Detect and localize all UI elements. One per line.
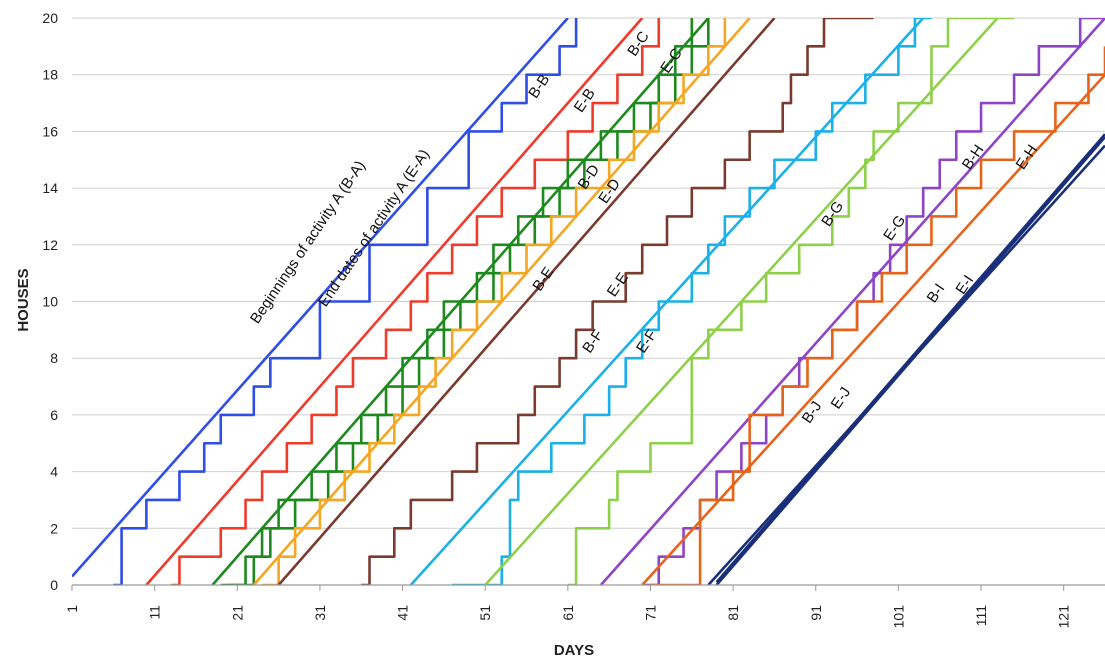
line-label-2: End dates of activity A (E-A)	[315, 146, 433, 310]
line-label-4: E-B	[571, 85, 599, 115]
line-label-12: E-F	[633, 327, 661, 357]
x-tick-label: 1	[64, 605, 80, 613]
y-tick-label: 4	[50, 464, 58, 480]
x-tick-label: 111	[973, 605, 989, 626]
series-line-15	[567, 18, 1015, 585]
line-label-15: B-H	[959, 142, 988, 173]
y-axis-title: HOUSES	[15, 268, 32, 331]
line-label-19: B-J	[799, 398, 826, 426]
series-line-16	[599, 18, 1105, 585]
y-tick-label: 2	[50, 520, 58, 536]
y-tick-label: 14	[42, 180, 58, 196]
line-label-9: B-E	[529, 264, 557, 294]
series-line-9	[262, 18, 727, 585]
y-tick-label: 18	[42, 67, 58, 83]
line-label-17: B-I	[924, 281, 949, 306]
y-tick-label: 10	[42, 294, 58, 310]
line-label-16: E-H	[1013, 142, 1042, 173]
x-tick-label: 61	[560, 605, 576, 621]
series-line-19	[650, 46, 1105, 585]
series-line-1	[72, 18, 569, 578]
x-tick-label: 51	[477, 605, 493, 621]
line-label-13: B-G	[818, 198, 847, 230]
x-tick-label: 101	[890, 605, 906, 629]
x-tick-label: 121	[1056, 605, 1072, 629]
series-line-3	[145, 18, 644, 585]
series-line-21	[715, 136, 1105, 585]
y-tick-label: 0	[50, 577, 58, 593]
x-tick-label: 31	[312, 605, 328, 621]
x-axis-title: DAYS	[554, 642, 594, 659]
series-line-10	[277, 18, 776, 585]
series-line-17	[642, 18, 1105, 585]
series-line-22	[715, 133, 1105, 584]
series-layer	[72, 18, 1105, 585]
series-line-11	[361, 18, 874, 585]
line-label-20: E-J	[828, 384, 855, 412]
line-label-18: E-I	[953, 272, 978, 297]
line-label-11: B-F	[579, 327, 607, 357]
series-line-2	[113, 18, 578, 585]
x-tick-label: 91	[808, 605, 824, 621]
series-line-13	[452, 18, 932, 585]
x-tick-label: 71	[642, 605, 658, 621]
annotation-layer: Beginnings of activity A (B-A)End dates …	[247, 28, 1041, 426]
y-tick-label: 12	[42, 237, 58, 253]
line-label-8: E-D	[595, 176, 624, 207]
series-line-7	[229, 18, 710, 585]
line-label-14: E-G	[880, 212, 909, 244]
y-tick-label: 8	[50, 350, 58, 366]
series-line-4	[171, 18, 661, 585]
x-tick-label: 41	[395, 605, 411, 621]
x-tick-label: 21	[229, 605, 245, 621]
y-tick-label: 20	[42, 10, 58, 26]
x-tick-label: 11	[147, 605, 163, 620]
y-tick-label: 6	[50, 407, 58, 423]
x-tick-label: 81	[725, 605, 741, 621]
y-tick-label: 16	[42, 123, 58, 139]
